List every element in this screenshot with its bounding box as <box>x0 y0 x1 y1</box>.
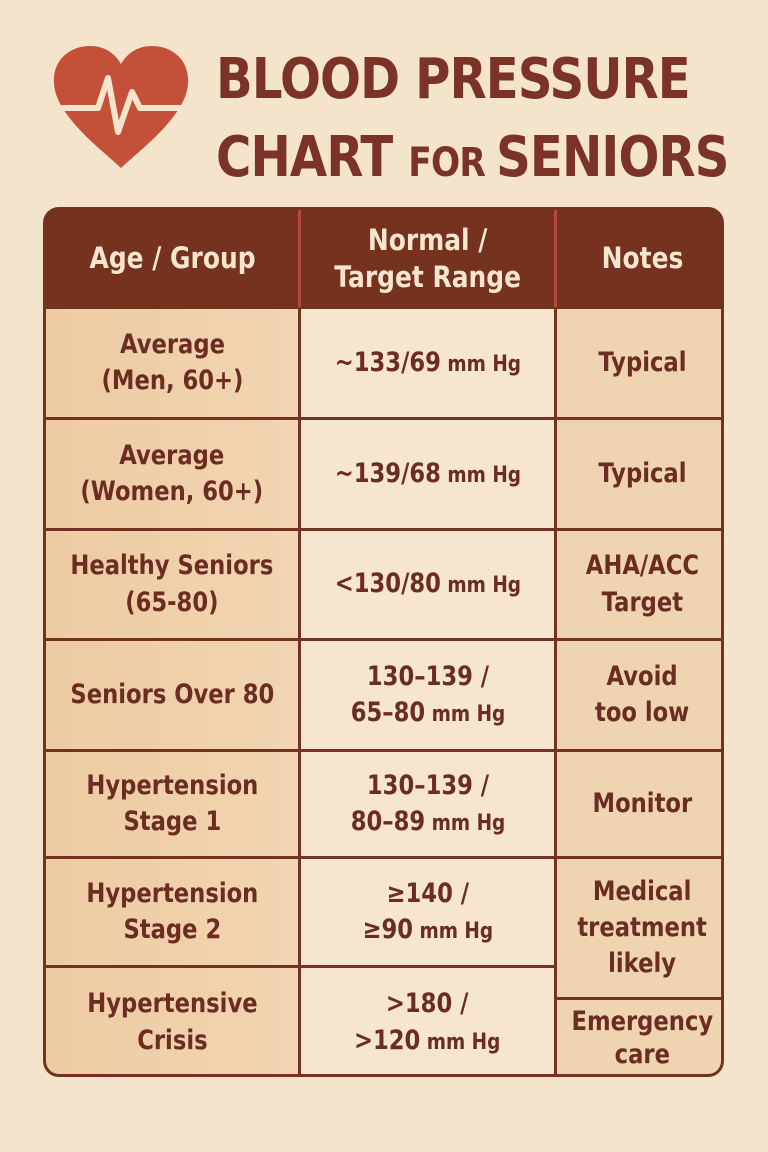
cell-group: Healthy Seniors (65-80) <box>46 531 298 638</box>
cell-group: Hypertensive Crisis <box>46 968 298 1074</box>
cell-group: Average (Men, 60+) <box>46 309 298 417</box>
cell-range: 130–139 / 80–89 mm Hg <box>301 752 554 856</box>
heart-pulse-icon <box>53 46 189 168</box>
cell-range: ≥140 / ≥90 mm Hg <box>301 859 554 965</box>
cell-note: Typical <box>557 420 721 528</box>
cell-range: >180 / >120 mm Hg <box>301 968 554 1074</box>
cell-group: Seniors Over 80 <box>46 641 298 749</box>
cell-range: <130/80 mm Hg <box>301 531 554 638</box>
cell-note: Typical <box>557 309 721 417</box>
cell-range: ~133/69 mm Hg <box>301 309 554 417</box>
title-line-2: CHART FOR SENIORS <box>216 130 729 186</box>
header-age-group: Age / Group <box>46 210 299 307</box>
cell-note: AHA/ACC Target <box>557 531 721 638</box>
cell-group: Average (Women, 60+) <box>46 420 298 528</box>
title-for: FOR <box>408 140 497 186</box>
title-line-1: BLOOD PRESSURE <box>216 47 691 112</box>
header-notes: Notes <box>557 210 721 307</box>
cell-note: Avoid too low <box>557 641 721 749</box>
cell-note: Monitor <box>557 752 721 856</box>
header-divider <box>554 210 557 307</box>
header-divider <box>298 210 301 307</box>
cell-range: 130–139 / 65–80 mm Hg <box>301 641 554 749</box>
cell-note: Medical treatment likely <box>557 859 721 997</box>
title-chart: CHART <box>216 125 409 190</box>
title-seniors: SENIORS <box>496 125 729 190</box>
bp-table: Age / Group Normal / Target Range Notes … <box>43 207 724 1077</box>
cell-group: Hypertension Stage 1 <box>46 752 298 856</box>
title-area: BLOOD PRESSURE CHART FOR SENIORS <box>0 0 768 200</box>
cell-group: Hypertension Stage 2 <box>46 859 298 965</box>
cell-range: ~139/68 mm Hg <box>301 420 554 528</box>
header-target-range: Normal / Target Range <box>301 210 554 307</box>
cell-note: Emergency care <box>557 1000 721 1074</box>
